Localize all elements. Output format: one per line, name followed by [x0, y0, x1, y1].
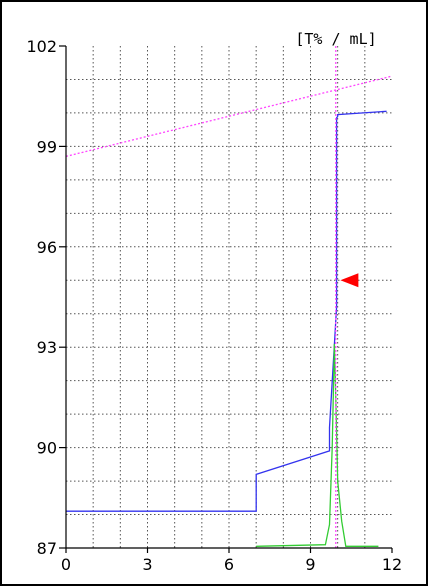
y-tick-label: 87: [37, 539, 57, 558]
x-tick-label: 9: [305, 555, 315, 574]
x-tick-label: 3: [142, 555, 152, 574]
x-tick-label: 6: [224, 555, 234, 574]
tick-labels: 87 90 93 96 99 102 0 3 6 9 12: [26, 37, 402, 574]
x-tick-label: 12: [382, 555, 402, 574]
unit-label: [T% / mL]: [295, 30, 376, 48]
series-line-2: [256, 343, 379, 547]
y-tick-label: 96: [37, 238, 57, 257]
data-series: [65, 46, 393, 548]
series-line-3: [65, 75, 393, 158]
y-tick-label: 99: [37, 137, 57, 156]
endpoint-marker: [340, 273, 359, 288]
series-line-1: [66, 110, 387, 512]
y-tick-label: 93: [37, 338, 57, 357]
grid-lines: [66, 46, 392, 548]
y-tick-label: 90: [37, 439, 57, 458]
y-tick-label: 102: [26, 37, 57, 56]
x-tick-label: 0: [61, 555, 71, 574]
axes: [59, 45, 393, 553]
